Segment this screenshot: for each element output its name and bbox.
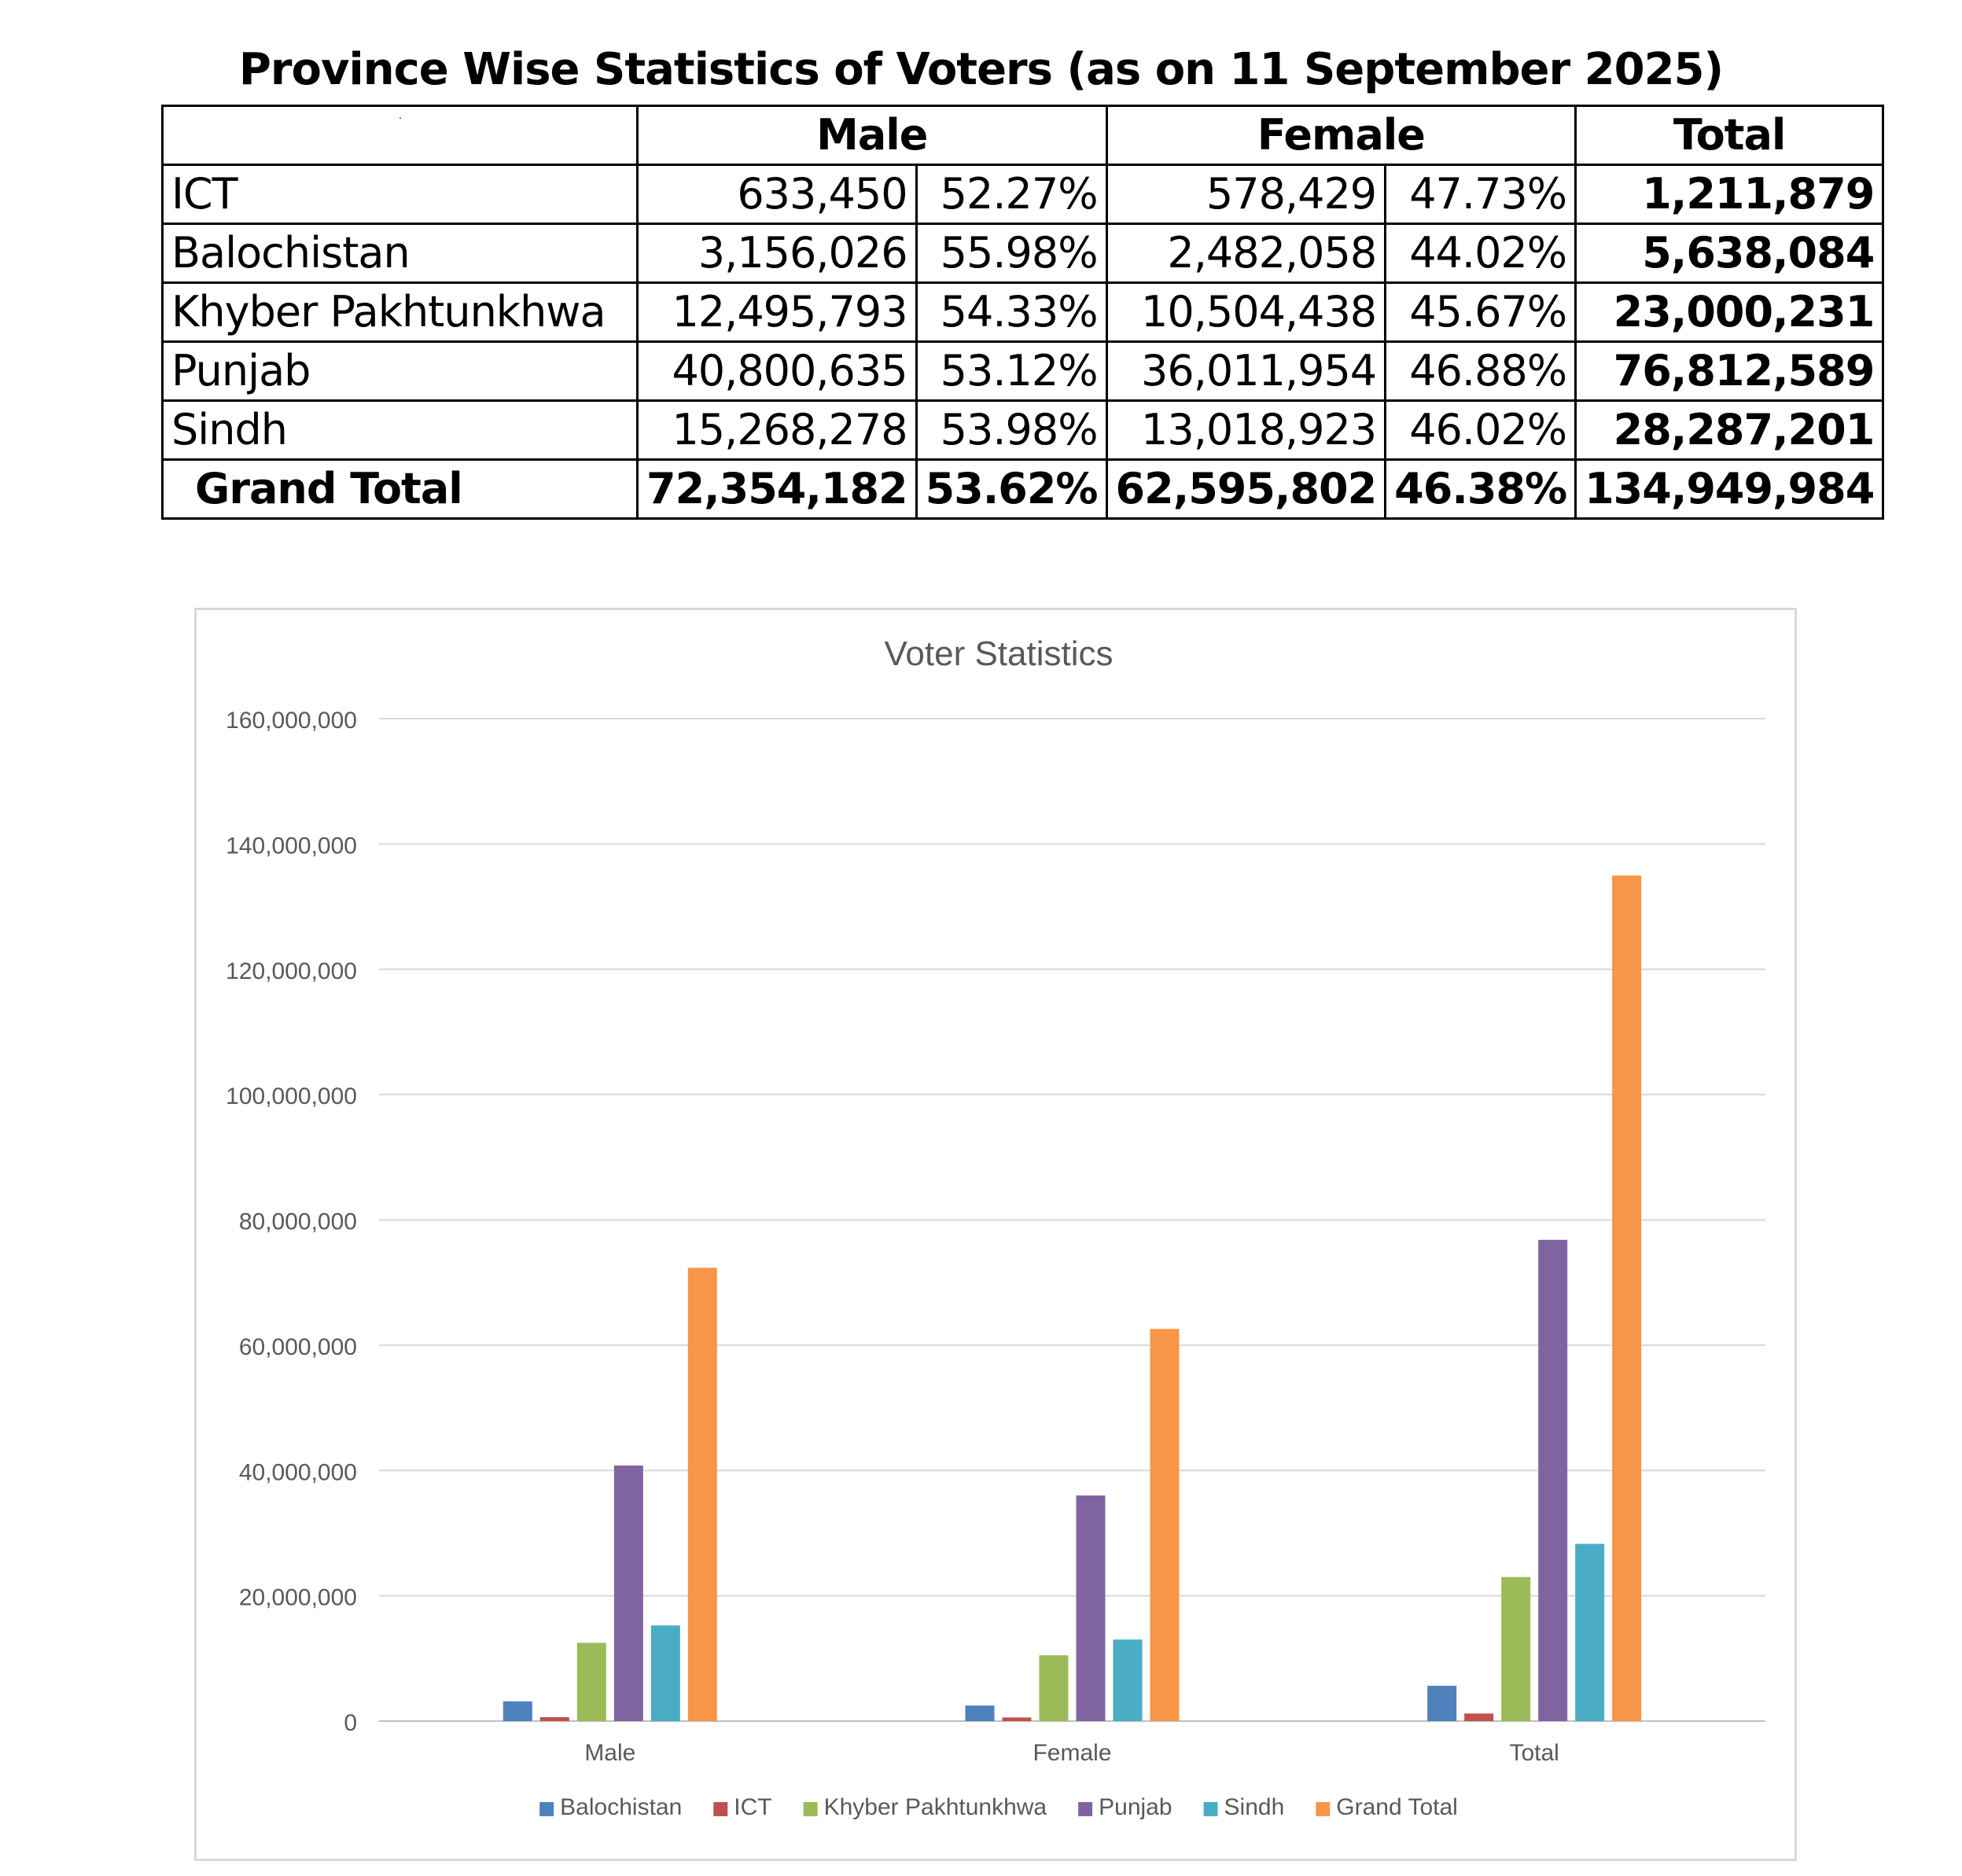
female-count: 2,482,058: [1105, 223, 1387, 284]
y-tick-label: 120,000,000: [226, 958, 357, 984]
bars: [502, 875, 1642, 1721]
female-percent: 46.02%: [1384, 399, 1577, 461]
y-tick-label: 140,000,000: [226, 833, 357, 859]
male-count: 12,495,793: [636, 281, 918, 343]
voter-statistics-chart: Voter Statistics 0 20,000,000 40,000,000 60…: [226, 635, 1765, 1820]
y-tick-label: 80,000,000: [239, 1209, 357, 1235]
legend-label: Punjab: [1099, 1794, 1172, 1820]
y-axis-ticks: 0 20,000,000 40,000,000 60,000,000 80,000,00…: [226, 708, 357, 1736]
total-count: 76,812,589: [1574, 340, 1885, 402]
legend-label: Khyber Pakhtunkhwa: [824, 1794, 1047, 1820]
table-title: Province Wise Statistics of Voters (as o…: [238, 44, 1724, 95]
male-count: 633,450: [636, 164, 918, 225]
y-tick-label: 40,000,000: [239, 1459, 357, 1485]
table-row: ICT 633,450 52.27% 578,429 47.73% 1,211,…: [161, 164, 1885, 225]
total-count: 28,287,201: [1574, 399, 1885, 461]
y-tick-label: 20,000,000: [239, 1585, 357, 1611]
province-name: Punjab: [161, 340, 639, 402]
male-percent: 55.98%: [915, 223, 1108, 284]
legend-swatch: [713, 1802, 728, 1816]
header-male: Male: [636, 105, 1108, 166]
table-row: Balochistan 3,156,026 55.98% 2,482,058 4…: [161, 223, 1885, 284]
province-name: Khyber Pakhtunkhwa: [161, 281, 639, 343]
table-row: Punjab 40,800,635 53.12% 36,011,954 46.8…: [161, 340, 1885, 402]
gridlines: [379, 718, 1765, 1722]
bar-khyber-pakhtunkhwa: [576, 1642, 606, 1721]
province-name: ICT: [161, 164, 639, 225]
y-tick-label: 60,000,000: [239, 1334, 357, 1360]
female-percent: 45.67%: [1384, 281, 1577, 343]
y-tick-label: 100,000,000: [226, 1083, 357, 1109]
male-percent: 52.27%: [915, 164, 1108, 225]
bar-khyber-pakhtunkhwa: [1501, 1576, 1531, 1721]
header-total: Total: [1574, 105, 1885, 166]
grand-total-row: Grand Total 72,354,182 53.62% 62,595,802…: [161, 458, 1885, 520]
legend-label: Grand Total: [1336, 1794, 1458, 1820]
bar-grand-total: [1612, 875, 1642, 1721]
table-row: Khyber Pakhtunkhwa 12,495,793 54.33% 10,…: [161, 281, 1885, 343]
female-count: 10,504,438: [1105, 281, 1387, 343]
x-category-label: Female: [1033, 1740, 1111, 1766]
legend-swatch: [1078, 1802, 1093, 1816]
bar-balochistan: [502, 1701, 532, 1721]
legend-swatch: [1203, 1802, 1218, 1816]
female-percent: 46.38%: [1384, 458, 1577, 520]
x-axis-categories: Male Female Total: [584, 1740, 1559, 1766]
bar-ict: [539, 1716, 569, 1721]
male-count: 3,156,026: [636, 223, 918, 284]
province-name: Sindh: [161, 399, 639, 461]
bar-sindh: [650, 1625, 680, 1721]
y-tick-label: 0: [344, 1710, 357, 1736]
chart-frame: Voter Statistics 0 20,000,000 40,000,000 60…: [194, 608, 1797, 1861]
legend-label: Sindh: [1224, 1794, 1285, 1820]
voter-statistics-table: . Male Female Total ICT 633,450 52.27% 5…: [161, 105, 1885, 520]
table-header-row: . Male Female Total: [161, 105, 1885, 166]
male-count: 40,800,635: [636, 340, 918, 402]
female-count: 62,595,802: [1105, 458, 1387, 520]
bar-punjab: [1538, 1239, 1568, 1721]
legend-label: Balochistan: [560, 1794, 682, 1820]
legend: Balochistan ICT Khyber Pakhtunkhwa Punjab Si…: [539, 1794, 1458, 1820]
bar-khyber-pakhtunkhwa: [1039, 1655, 1069, 1721]
male-count: 72,354,182: [636, 458, 918, 520]
bar-sindh: [1113, 1639, 1143, 1721]
bar-balochistan: [1427, 1686, 1457, 1721]
total-count: 1,211,879: [1574, 164, 1885, 225]
legend-swatch: [803, 1802, 818, 1816]
legend-swatch: [539, 1802, 554, 1816]
bar-balochistan: [965, 1705, 995, 1721]
header-corner: .: [161, 105, 639, 166]
y-tick-label: 160,000,000: [226, 708, 357, 734]
female-percent: 44.02%: [1384, 223, 1577, 284]
total-count: 23,000,231: [1574, 281, 1885, 343]
bar-punjab: [613, 1465, 643, 1721]
male-percent: 53.12%: [915, 340, 1108, 402]
male-count: 15,268,278: [636, 399, 918, 461]
female-percent: 47.73%: [1384, 164, 1577, 225]
female-count: 36,011,954: [1105, 340, 1387, 402]
x-category-label: Total: [1509, 1740, 1559, 1766]
header-female: Female: [1105, 105, 1577, 166]
bar-punjab: [1076, 1495, 1106, 1721]
legend-label: ICT: [734, 1794, 771, 1820]
total-count: 5,638,084: [1574, 223, 1885, 284]
male-percent: 53.62%: [915, 458, 1108, 520]
bar-grand-total: [687, 1267, 717, 1721]
bar-ict: [1464, 1713, 1494, 1721]
table-row: Sindh 15,268,278 53.98% 13,018,923 46.02…: [161, 399, 1885, 461]
province-name: Balochistan: [161, 223, 639, 284]
female-percent: 46.88%: [1384, 340, 1577, 402]
x-category-label: Male: [584, 1740, 635, 1766]
male-percent: 54.33%: [915, 281, 1108, 343]
legend-swatch: [1316, 1802, 1331, 1816]
female-count: 578,429: [1105, 164, 1387, 225]
total-count: 134,949,984: [1574, 458, 1885, 520]
male-percent: 53.98%: [915, 399, 1108, 461]
grand-total-label: Grand Total: [161, 458, 639, 520]
bar-ict: [1002, 1717, 1032, 1721]
female-count: 13,018,923: [1105, 399, 1387, 461]
bar-sindh: [1575, 1543, 1605, 1721]
chart-title: Voter Statistics: [884, 635, 1113, 673]
bar-grand-total: [1150, 1329, 1180, 1721]
